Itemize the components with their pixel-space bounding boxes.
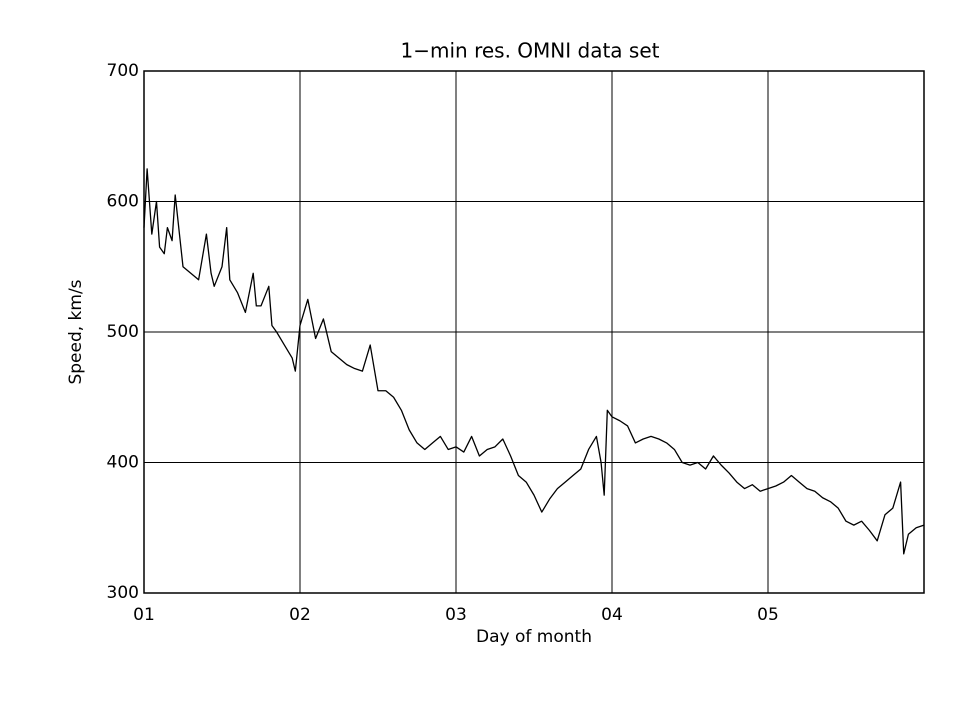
y-tick-label: 500: [107, 322, 139, 342]
x-tick-label: 03: [445, 605, 467, 625]
y-tick-label: 400: [107, 453, 139, 473]
chart-title: 1−min res. OMNI data set: [401, 39, 660, 63]
data-line: [143, 168, 925, 555]
x-tick-label: 02: [289, 605, 311, 625]
y-tick-label: 600: [107, 192, 139, 212]
y-axis-label: Speed, km/s: [66, 279, 86, 384]
y-tick-label: 700: [107, 61, 139, 81]
x-tick-label: 01: [133, 605, 155, 625]
x-tick-label: 04: [601, 605, 623, 625]
x-axis-label: Day of month: [476, 627, 592, 647]
y-tick-label: 300: [107, 583, 139, 603]
x-tick-label: 05: [757, 605, 779, 625]
